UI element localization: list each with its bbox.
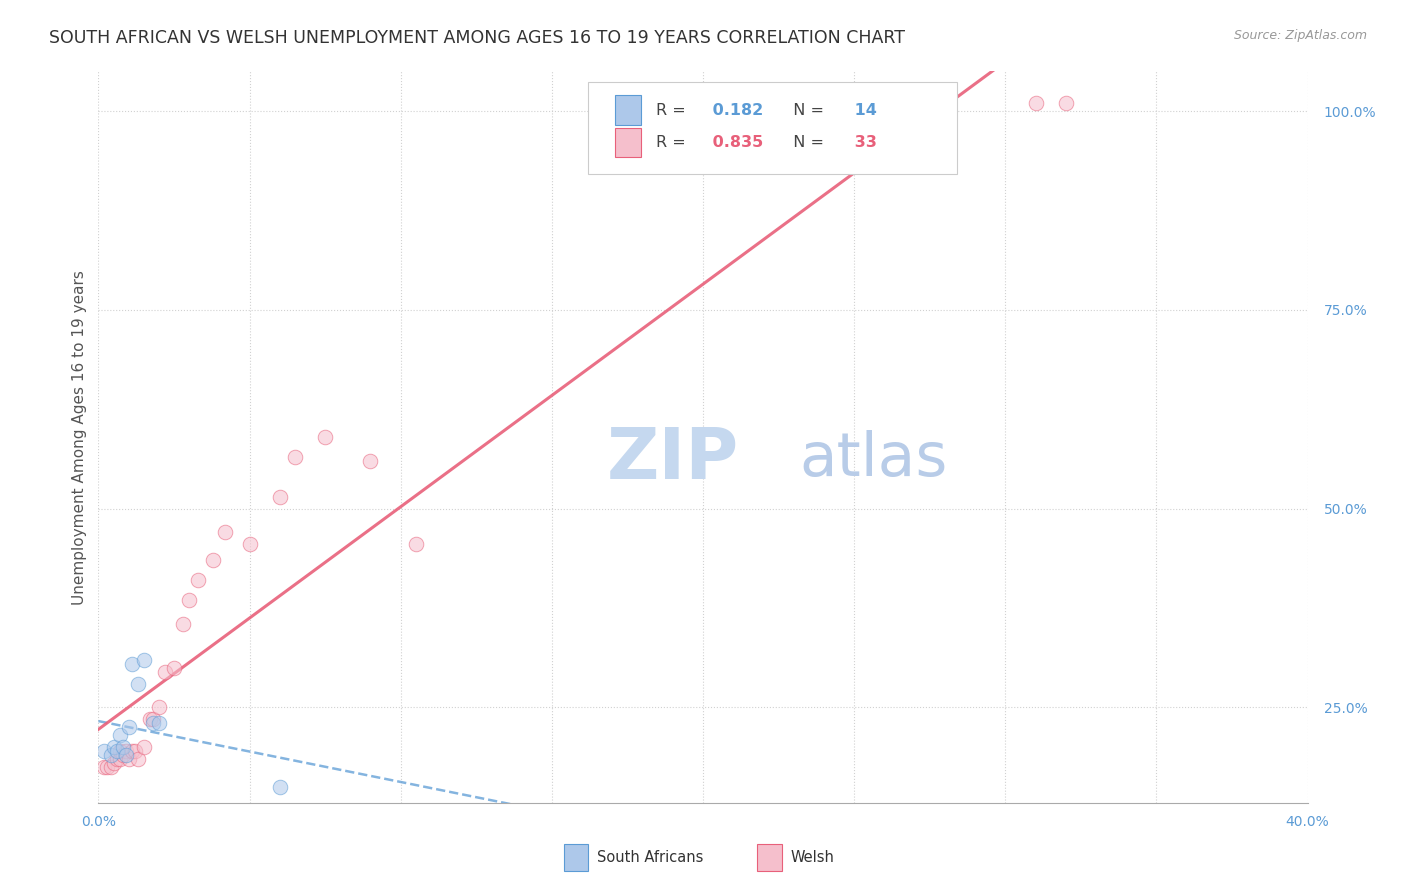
Point: [1024, 96, 1046, 111]
Point: [202, 553, 225, 567]
Point: [148, 700, 170, 714]
Point: [179, 593, 201, 607]
Point: [105, 744, 128, 758]
Text: R =: R =: [655, 135, 690, 150]
Text: 0.835: 0.835: [707, 135, 763, 150]
Point: [153, 665, 176, 679]
Point: [114, 744, 136, 758]
Point: [127, 752, 149, 766]
Point: [269, 780, 291, 794]
Point: [103, 740, 125, 755]
Point: [124, 744, 146, 758]
Point: [187, 573, 209, 587]
Text: Source: ZipAtlas.com: Source: ZipAtlas.com: [1233, 29, 1367, 42]
Point: [114, 748, 136, 763]
FancyBboxPatch shape: [564, 845, 588, 871]
Point: [163, 660, 186, 674]
Point: [96, 760, 118, 774]
Point: [1054, 96, 1077, 111]
Point: [105, 752, 128, 766]
Point: [100, 748, 122, 763]
Text: 0.182: 0.182: [707, 103, 763, 118]
Point: [93, 760, 115, 774]
Point: [142, 716, 165, 731]
Text: South Africans: South Africans: [596, 850, 703, 865]
Point: [360, 454, 382, 468]
Point: [269, 490, 291, 504]
Point: [239, 537, 262, 551]
Point: [118, 752, 141, 766]
Point: [100, 760, 122, 774]
Point: [93, 744, 115, 758]
Point: [121, 657, 143, 671]
Text: atlas: atlas: [800, 430, 948, 489]
Point: [214, 525, 236, 540]
Y-axis label: Unemployment Among Ages 16 to 19 years: Unemployment Among Ages 16 to 19 years: [72, 269, 87, 605]
Point: [284, 450, 307, 464]
Point: [314, 430, 336, 444]
FancyBboxPatch shape: [614, 128, 641, 157]
Point: [873, 96, 896, 111]
Point: [127, 676, 149, 690]
Point: [108, 744, 131, 758]
FancyBboxPatch shape: [588, 82, 957, 174]
Text: N =: N =: [783, 103, 830, 118]
Point: [148, 716, 170, 731]
Point: [111, 748, 134, 763]
Point: [121, 744, 143, 758]
Point: [405, 537, 427, 551]
Text: ZIP: ZIP: [606, 425, 738, 493]
Point: [118, 720, 141, 734]
FancyBboxPatch shape: [614, 95, 641, 125]
Point: [103, 756, 125, 770]
Point: [172, 616, 194, 631]
Point: [142, 712, 165, 726]
Point: [108, 728, 131, 742]
FancyBboxPatch shape: [758, 845, 782, 871]
Point: [132, 653, 155, 667]
Point: [111, 740, 134, 755]
Point: [108, 752, 131, 766]
Text: SOUTH AFRICAN VS WELSH UNEMPLOYMENT AMONG AGES 16 TO 19 YEARS CORRELATION CHART: SOUTH AFRICAN VS WELSH UNEMPLOYMENT AMON…: [49, 29, 905, 46]
Text: N =: N =: [783, 135, 830, 150]
Text: Welsh: Welsh: [790, 850, 834, 865]
Text: R =: R =: [655, 103, 690, 118]
Point: [139, 712, 162, 726]
Text: 33: 33: [849, 135, 877, 150]
Text: 14: 14: [849, 103, 877, 118]
Point: [132, 740, 155, 755]
